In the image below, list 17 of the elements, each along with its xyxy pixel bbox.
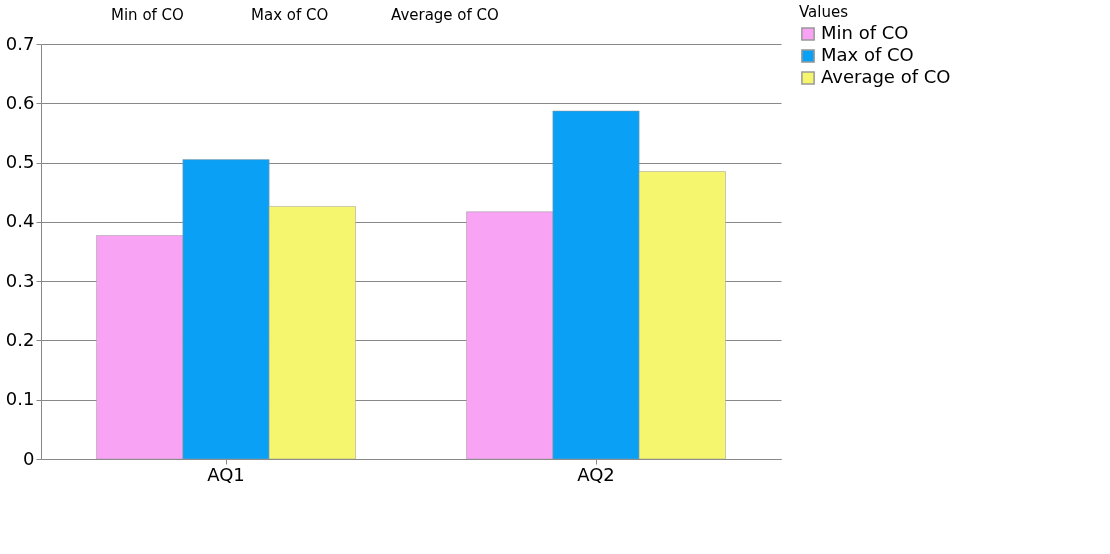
x-tick-label: AQ2 [577, 463, 615, 485]
y-tick-label: 0.1 [5, 388, 35, 410]
text: Average of CO [391, 6, 499, 24]
legend-label: Average of CO [821, 66, 951, 87]
y-tick-label: 0.3 [5, 269, 35, 291]
legend-title: Values [799, 3, 849, 21]
y-tick-label: 0.2 [5, 328, 35, 350]
text: Max of CO [251, 6, 329, 24]
y-tick-label: 0.5 [5, 151, 35, 173]
legend-label: Max of CO [821, 44, 914, 65]
y-tick-label: 0.6 [5, 91, 35, 113]
legend-label: Min of CO [821, 22, 909, 43]
y-tick-label: 0.7 [5, 32, 35, 54]
y-tick-label: 0 [23, 447, 35, 469]
x-tick-label: AQ1 [207, 463, 245, 485]
text: Min of CO [111, 6, 184, 24]
y-tick-label: 0.4 [5, 210, 35, 232]
